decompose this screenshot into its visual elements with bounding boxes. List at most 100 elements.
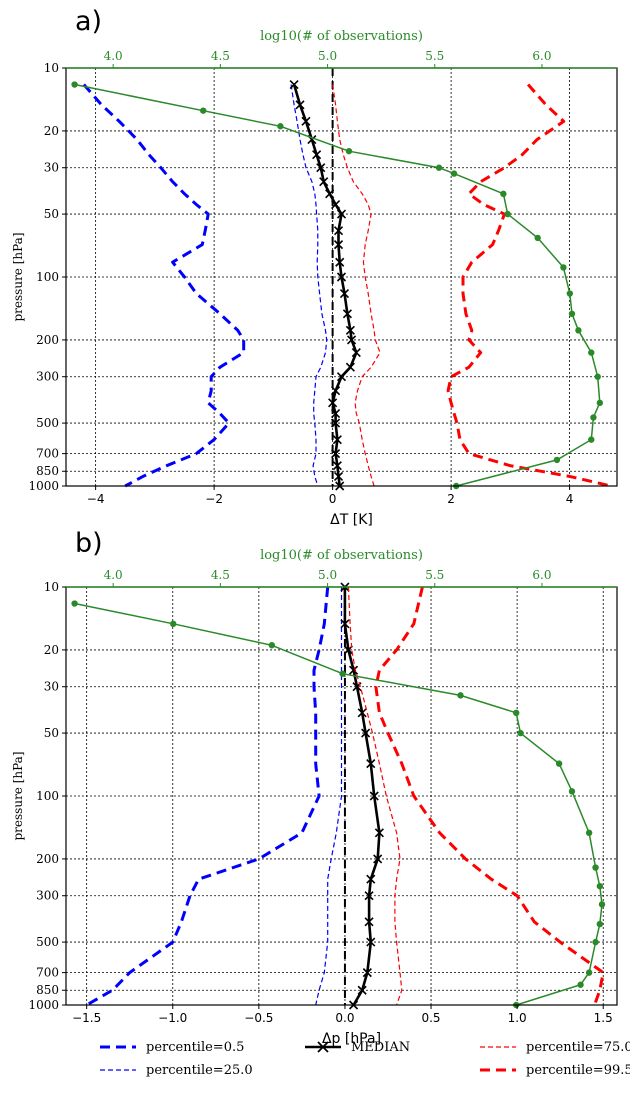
- observations-point: [504, 210, 511, 218]
- median-marker: [366, 874, 376, 884]
- series-line-percentile-99-5: [374, 586, 605, 1006]
- median-marker: [333, 240, 344, 250]
- observations-point: [585, 829, 593, 837]
- observations-point: [596, 882, 604, 890]
- top-x-tick-label: 5.5: [425, 49, 444, 63]
- observations-point: [598, 901, 606, 908]
- series-line-percentile-99-5: [446, 83, 612, 488]
- observations-point: [200, 107, 207, 114]
- y-tick-label: 10: [44, 61, 59, 75]
- top-axis-label: log10(# of observations): [260, 548, 423, 563]
- median-marker: [369, 791, 379, 801]
- median-marker: [374, 828, 384, 838]
- observations-point: [577, 981, 584, 988]
- observations-point: [71, 81, 78, 88]
- median-marker: [373, 854, 383, 864]
- series-line-percentile-25-0: [290, 84, 328, 487]
- y-tick-label: 20: [44, 643, 59, 657]
- top-x-tick-label: 6.0: [532, 49, 551, 63]
- series-line-percentile-25-0: [315, 587, 343, 1006]
- median-marker: [328, 398, 338, 408]
- median-marker: [366, 759, 376, 769]
- observations-point: [555, 760, 563, 767]
- y-tick-label: 300: [36, 370, 59, 384]
- x-tick-label: 4: [566, 492, 574, 506]
- panel-label: a): [75, 6, 102, 37]
- observations-point: [277, 123, 284, 130]
- top-x-tick-label: 4.0: [104, 49, 123, 63]
- legend-label: percentile=0.5: [146, 1040, 244, 1055]
- series-line-percentile-75-0: [332, 84, 381, 487]
- y-tick-label: 100: [36, 270, 59, 284]
- median-marker: [295, 100, 305, 110]
- median-marker: [316, 163, 326, 173]
- median-marker: [333, 226, 344, 236]
- series-line-percentile-0-5: [85, 586, 330, 1007]
- observations-point: [345, 147, 353, 155]
- median-marker: [336, 272, 347, 282]
- x-tick-label: −4: [87, 492, 105, 506]
- median-marker: [364, 891, 374, 901]
- top-axis-label: log10(# of observations): [260, 29, 423, 44]
- observations-point: [513, 709, 520, 717]
- median-marker: [351, 348, 361, 358]
- series-line-median: [343, 587, 381, 1006]
- observations-point: [594, 373, 601, 380]
- x-tick-label: 2: [447, 492, 455, 506]
- x-tick-label: −1.0: [158, 1011, 187, 1025]
- observations-point: [457, 692, 464, 699]
- observations-point: [590, 414, 597, 421]
- y-tick-label: 300: [36, 889, 59, 903]
- median-marker: [339, 288, 350, 299]
- median-marker: [362, 968, 372, 978]
- legend-marker: [317, 1041, 329, 1053]
- series-line-percentile-75-0: [347, 586, 403, 1006]
- median-marker: [333, 471, 344, 482]
- x-tick-label: −0.5: [244, 1011, 273, 1025]
- y-tick-label: 1000: [28, 998, 59, 1012]
- observations-point: [568, 788, 576, 795]
- observations-point: [592, 938, 599, 946]
- top-x-tick-label: 4.5: [211, 568, 230, 582]
- x-tick-label: −2: [205, 492, 223, 506]
- y-tick-label: 200: [36, 852, 59, 866]
- series-line-percentile-0-5: [82, 83, 246, 488]
- median-marker: [331, 199, 341, 210]
- panel-label: b): [75, 528, 103, 559]
- median-marker: [301, 116, 311, 126]
- median-marker: [361, 728, 371, 738]
- top-x-tick-label: 5.0: [318, 49, 337, 63]
- observations-point: [435, 164, 443, 171]
- y-tick-label: 500: [36, 935, 59, 949]
- median-marker: [336, 209, 347, 219]
- observations-point: [596, 920, 604, 928]
- median-marker: [357, 708, 367, 718]
- y-tick-label: 850: [36, 983, 59, 997]
- x-tick-label: 0.0: [335, 1011, 354, 1025]
- median-marker: [331, 408, 341, 419]
- y-tick-label: 500: [36, 416, 59, 430]
- y-axis-label: pressure [hPa]: [11, 752, 25, 841]
- observations-point: [553, 456, 561, 464]
- median-marker: [342, 309, 352, 319]
- x-axis-label: Δp [hPa]: [322, 1031, 381, 1047]
- median-marker: [364, 917, 374, 927]
- observations-point: [596, 399, 604, 407]
- y-tick-label: 100: [36, 789, 59, 803]
- x-tick-label: −1.5: [72, 1011, 101, 1025]
- observations-point: [566, 290, 574, 297]
- legend: percentile=0.5 percentile=25.0 MEDIAN perce…: [100, 1040, 630, 1078]
- median-marker: [347, 335, 357, 345]
- y-tick-label: 850: [36, 464, 59, 478]
- top-x-tick-label: 6.0: [532, 568, 551, 582]
- median-marker: [332, 461, 342, 471]
- observations-point: [588, 349, 595, 356]
- y-tick-label: 50: [44, 207, 59, 221]
- y-tick-label: 30: [44, 161, 59, 175]
- median-marker: [331, 449, 341, 459]
- top-x-tick-label: 4.5: [211, 49, 230, 63]
- x-tick-label: 0.5: [421, 1011, 440, 1025]
